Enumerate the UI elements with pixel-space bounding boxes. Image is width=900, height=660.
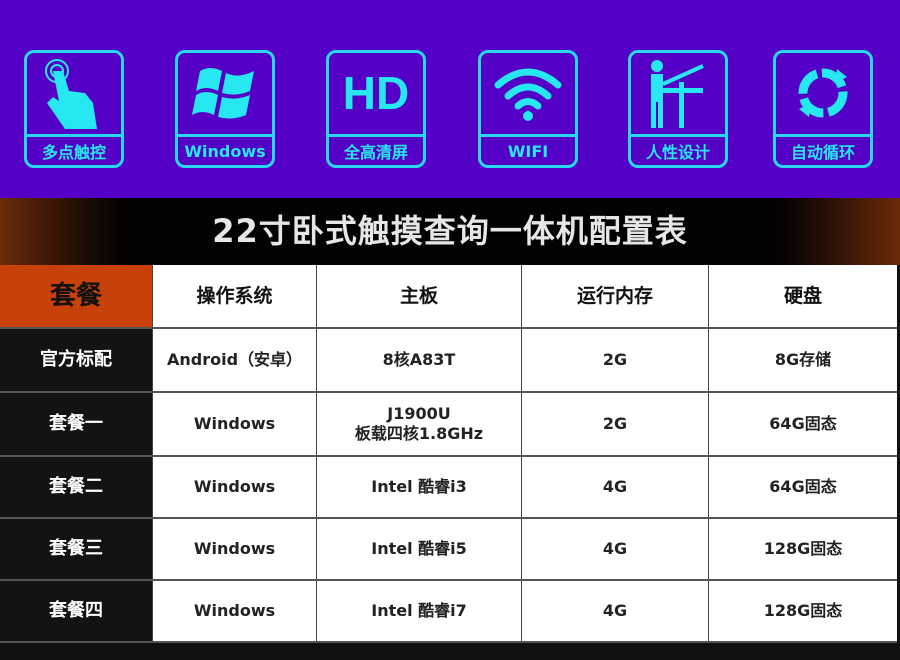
feature-label: 自动循环 — [776, 134, 870, 165]
touch-hand-icon — [45, 59, 97, 129]
header-cell: 硬盘 — [708, 265, 897, 327]
table-cell: Windows — [152, 519, 316, 579]
feature-bar: 多点触控 Windows HD 全高清屏 WIFI 人性设计 自动循环 — [0, 0, 900, 198]
table-header: 套餐 操作系统 主板 运行内存 硬盘 — [0, 265, 897, 329]
table-cell: 套餐三 — [0, 519, 152, 579]
feature-label: 人性设计 — [631, 134, 725, 165]
table-cell: Intel 酷睿i5 — [316, 519, 521, 579]
table-cell: 8G存储 — [708, 329, 897, 391]
table-cell: Windows — [152, 457, 316, 517]
table-cell: 套餐二 — [0, 457, 152, 517]
title-banner: 22寸卧式触摸查询一体机配置表 — [0, 198, 900, 265]
feature-wifi: WIFI — [478, 50, 578, 168]
table-cell: J1900U 板载四核1.8GHz — [316, 393, 521, 455]
table-row: 套餐一 Windows J1900U 板载四核1.8GHz 2G 64G固态 — [0, 393, 897, 457]
table-cell: 4G — [521, 519, 708, 579]
header-cell: 操作系统 — [152, 265, 316, 327]
cycle-arrows-icon — [798, 68, 848, 118]
table-cell: Windows — [152, 393, 316, 455]
table-row: 套餐三 Windows Intel 酷睿i5 4G 128G固态 — [0, 519, 897, 581]
table-cell: Windows — [152, 581, 316, 641]
table-cell: 128G固态 — [708, 581, 897, 641]
table-cell: 64G固态 — [708, 393, 897, 455]
table-row: 官方标配 Android（安卓） 8核A83T 2G 8G存储 — [0, 329, 897, 393]
table-row: 套餐二 Windows Intel 酷睿i3 4G 64G固态 — [0, 457, 897, 519]
windows-logo-icon — [192, 68, 254, 119]
table-cell: 4G — [521, 581, 708, 641]
feature-cycle: 自动循环 — [773, 50, 873, 168]
feature-windows: Windows — [175, 50, 275, 168]
feature-hd: HD 全高清屏 — [326, 50, 426, 168]
table-cell: Intel 酷睿i7 — [316, 581, 521, 641]
header-cell: 运行内存 — [521, 265, 708, 327]
ergonomic-person-icon — [651, 60, 704, 128]
feature-label: 多点触控 — [27, 134, 121, 165]
feature-multitouch: 多点触控 — [24, 50, 124, 168]
wifi-icon — [494, 68, 562, 121]
feature-label: WIFI — [481, 134, 575, 165]
table-row: 套餐四 Windows Intel 酷睿i7 4G 128G固态 — [0, 581, 897, 643]
table-cell: 8核A83T — [316, 329, 521, 391]
table-cell: 2G — [521, 393, 708, 455]
page-title: 22寸卧式触摸查询一体机配置表 — [212, 212, 688, 250]
config-table: 套餐 操作系统 主板 运行内存 硬盘 官方标配 Android（安卓） 8核A83T… — [0, 265, 897, 643]
table-cell: 官方标配 — [0, 329, 152, 391]
feature-label: Windows — [178, 134, 272, 165]
table-cell: 套餐四 — [0, 581, 152, 641]
feature-ergonomic: 人性设计 — [628, 50, 728, 168]
feature-label: 全高清屏 — [329, 134, 423, 165]
table-cell: 128G固态 — [708, 519, 897, 579]
table-cell: Android（安卓） — [152, 329, 316, 391]
table-cell: 4G — [521, 457, 708, 517]
header-cell: 套餐 — [0, 265, 152, 327]
table-cell: Intel 酷睿i3 — [316, 457, 521, 517]
table-cell: 套餐一 — [0, 393, 152, 455]
table-cell: 64G固态 — [708, 457, 897, 517]
header-cell: 主板 — [316, 265, 521, 327]
table-cell: 2G — [521, 329, 708, 391]
hd-icon: HD — [342, 67, 410, 119]
